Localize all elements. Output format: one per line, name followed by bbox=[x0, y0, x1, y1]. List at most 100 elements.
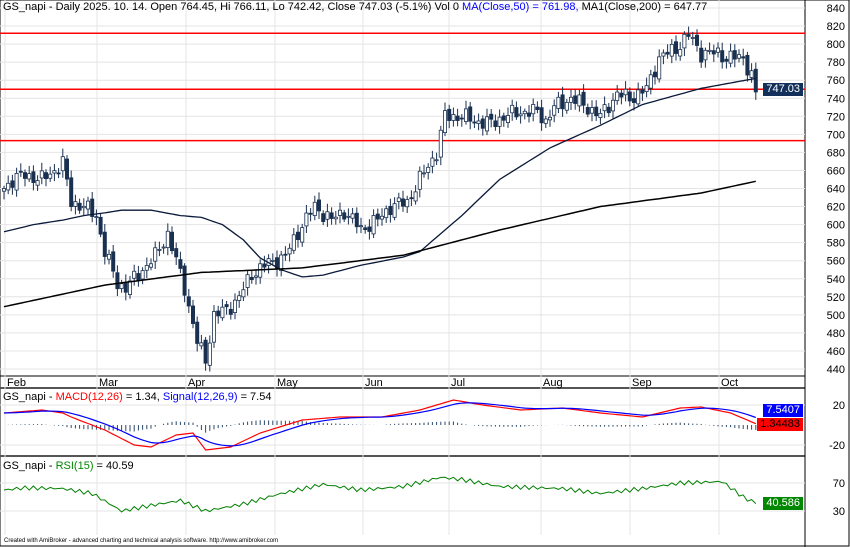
candle-up bbox=[569, 96, 574, 103]
candle-up bbox=[165, 230, 170, 249]
candle-up bbox=[644, 85, 649, 92]
ma200-line bbox=[3, 180, 756, 308]
candle-down bbox=[316, 199, 321, 212]
candle-up bbox=[358, 225, 363, 228]
candle-up bbox=[207, 342, 212, 366]
candle-up bbox=[434, 159, 439, 162]
price-tick-label: 580 bbox=[827, 238, 845, 250]
candle-up bbox=[396, 197, 401, 202]
candle-down bbox=[262, 263, 267, 268]
candle-down bbox=[539, 107, 544, 124]
candle-up bbox=[564, 101, 569, 111]
candle-down bbox=[480, 118, 485, 129]
candle-up bbox=[531, 104, 536, 115]
candle-up bbox=[703, 49, 708, 61]
candle-down bbox=[653, 71, 658, 78]
price-tick-label: 460 bbox=[827, 346, 845, 358]
candle-down bbox=[90, 198, 95, 217]
candle-up bbox=[577, 94, 582, 107]
candle-down bbox=[640, 89, 645, 94]
candle-up bbox=[648, 74, 653, 89]
price-tick-label: 740 bbox=[827, 93, 845, 105]
candle-up bbox=[237, 295, 242, 301]
rsi-title: GS_napi - RSI(15) = 40.59 bbox=[3, 460, 134, 472]
candle-up bbox=[241, 289, 246, 298]
candle-up bbox=[497, 116, 502, 127]
candle-up bbox=[690, 37, 695, 39]
candle-down bbox=[190, 305, 195, 324]
month-label: Feb bbox=[7, 377, 26, 389]
candle-down bbox=[283, 253, 288, 256]
candle-up bbox=[623, 88, 628, 96]
candle-up bbox=[384, 208, 389, 219]
candle-up bbox=[438, 129, 443, 158]
candle-up bbox=[148, 263, 153, 268]
candle-down bbox=[699, 47, 704, 63]
candle-down bbox=[111, 251, 116, 272]
price-tick-label: 600 bbox=[827, 220, 845, 232]
candle-down bbox=[720, 50, 725, 63]
candle-down bbox=[65, 158, 70, 180]
candle-down bbox=[249, 276, 254, 281]
candle-up bbox=[220, 306, 225, 319]
candle-up bbox=[140, 270, 145, 280]
candle-down bbox=[224, 304, 229, 308]
candle-up bbox=[39, 170, 44, 179]
candle-down bbox=[573, 95, 578, 104]
candle-down bbox=[627, 91, 632, 102]
price-tick-label: 440 bbox=[827, 364, 845, 376]
candle-up bbox=[27, 173, 32, 180]
price-tick-label: 560 bbox=[827, 256, 845, 268]
candle-up bbox=[52, 170, 57, 174]
candle-down bbox=[501, 115, 506, 121]
price-tick-label: 720 bbox=[827, 111, 845, 123]
candle-up bbox=[484, 116, 489, 132]
candle-up bbox=[48, 173, 53, 179]
candle-up bbox=[312, 201, 317, 216]
candle-up bbox=[657, 56, 662, 80]
candle-up bbox=[144, 265, 149, 271]
month-label: Sep bbox=[632, 377, 652, 389]
candle-up bbox=[476, 120, 481, 124]
candle-up bbox=[211, 311, 216, 343]
candle-down bbox=[18, 170, 23, 173]
price-tick-label: 620 bbox=[827, 202, 845, 214]
candle-down bbox=[711, 50, 716, 55]
macd-title: GS_napi - MACD(12,26) = 1.34, Signal(12,… bbox=[3, 391, 272, 403]
price-tick-label: 760 bbox=[827, 75, 845, 87]
candle-up bbox=[749, 70, 754, 78]
candle-down bbox=[44, 172, 49, 180]
candle-down bbox=[695, 34, 700, 46]
candle-down bbox=[321, 213, 326, 222]
month-label: Jun bbox=[365, 377, 383, 389]
candle-down bbox=[400, 198, 405, 207]
candle-up bbox=[737, 54, 742, 59]
macd-line bbox=[3, 399, 757, 451]
candle-up bbox=[707, 49, 712, 52]
month-label: Mar bbox=[99, 377, 118, 389]
candle-down bbox=[753, 68, 758, 93]
price-tick-label: 500 bbox=[827, 310, 845, 322]
candle-up bbox=[678, 49, 683, 57]
price-tick-label: 480 bbox=[827, 328, 845, 340]
candle-down bbox=[745, 54, 750, 76]
candle-down bbox=[606, 106, 611, 114]
price-tick-label: 640 bbox=[827, 184, 845, 196]
macd-tick-label: 20 bbox=[833, 400, 845, 412]
price-tick-label: 700 bbox=[827, 129, 845, 141]
candle-down bbox=[388, 205, 393, 216]
candle-up bbox=[426, 166, 431, 173]
month-label: Oct bbox=[721, 377, 738, 389]
candle-down bbox=[195, 321, 200, 344]
candle-down bbox=[136, 273, 141, 281]
candle-up bbox=[669, 43, 674, 57]
candle-down bbox=[468, 106, 473, 122]
candle-down bbox=[342, 212, 347, 220]
candle-up bbox=[14, 173, 19, 191]
candle-up bbox=[615, 91, 620, 102]
axes: 840 820 800 780 760 740 720 700 680 660 640 620 600 5… bbox=[7, 3, 845, 518]
candle-down bbox=[228, 308, 233, 315]
candle-down bbox=[22, 172, 27, 179]
